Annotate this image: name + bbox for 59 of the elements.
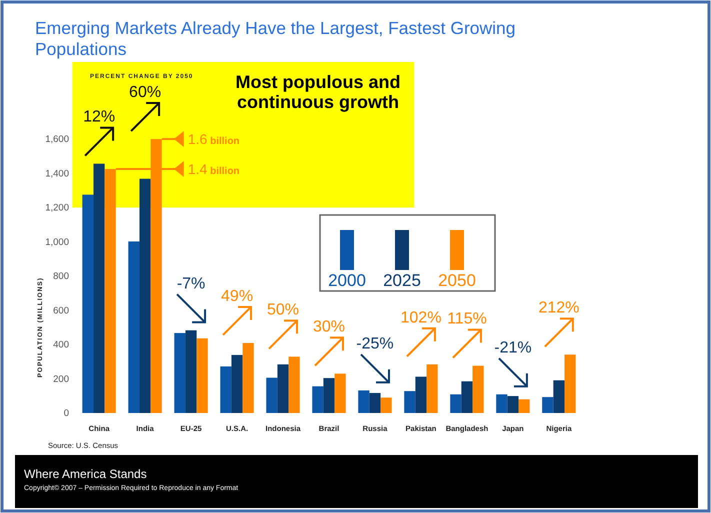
bar: [266, 378, 278, 413]
bar: [242, 342, 254, 413]
bar: [472, 366, 484, 413]
annotation: 212%: [538, 300, 580, 317]
y-tick-label: 0: [64, 408, 69, 420]
bar: [507, 396, 519, 413]
ref-line-label: 1.6 billion: [188, 131, 240, 148]
bar: [542, 397, 554, 413]
legend-label: 2000: [328, 271, 366, 290]
y-tick-label: 1,400: [45, 168, 69, 180]
chart-title: Emerging Markets Already Have the Largest, Fastest Growing Populations: [35, 18, 516, 59]
y-tick-label: 1,000: [45, 236, 69, 248]
bar: [496, 394, 508, 413]
annotation: -25%: [356, 335, 394, 352]
bar: [185, 330, 197, 413]
bar: [426, 364, 438, 413]
annotation: -7%: [176, 275, 206, 292]
bar: [461, 381, 473, 413]
annotation: 12%: [83, 108, 116, 126]
bar: [518, 399, 530, 413]
bar: [334, 374, 346, 413]
bar: [404, 391, 416, 413]
text: Where America Stands: [24, 467, 147, 481]
y-tick-label: 1,600: [45, 134, 69, 146]
y-tick-label: 1,200: [45, 202, 69, 214]
bar: [139, 178, 151, 413]
bar: [277, 364, 289, 413]
bar: [196, 338, 208, 413]
annotation: -21%: [494, 339, 532, 356]
annotation: 50%: [267, 302, 300, 319]
bar: [380, 398, 392, 413]
y-tick-label: 800: [53, 271, 69, 282]
annotation: 102%: [400, 309, 442, 326]
annotation: 115%: [447, 310, 487, 328]
annotation: 49%: [221, 288, 254, 305]
legend-label: 2025: [383, 271, 421, 290]
bar: [450, 394, 462, 413]
bar: [231, 354, 243, 413]
ref-line-label: 1.4 billion: [188, 161, 240, 178]
bar: [93, 164, 105, 413]
bar: [369, 392, 381, 413]
y-tick-label: 600: [53, 305, 69, 316]
bar: [82, 194, 94, 413]
y-tick-label: 200: [53, 374, 69, 385]
bar: [174, 333, 186, 413]
bar: [323, 378, 335, 413]
bar: [358, 390, 370, 413]
bar: [312, 386, 324, 413]
bar: [128, 241, 140, 413]
bar: [564, 354, 576, 413]
y-tick-label: 400: [53, 340, 69, 351]
annotation: Most populous and continuous growth: [236, 72, 400, 112]
bar: [553, 380, 565, 413]
bar: [220, 366, 232, 413]
legend-label: 2050: [438, 271, 476, 290]
bar: [415, 376, 427, 413]
annotation: 60%: [129, 84, 162, 102]
bar: [288, 356, 300, 413]
annotation: 30%: [312, 318, 346, 336]
